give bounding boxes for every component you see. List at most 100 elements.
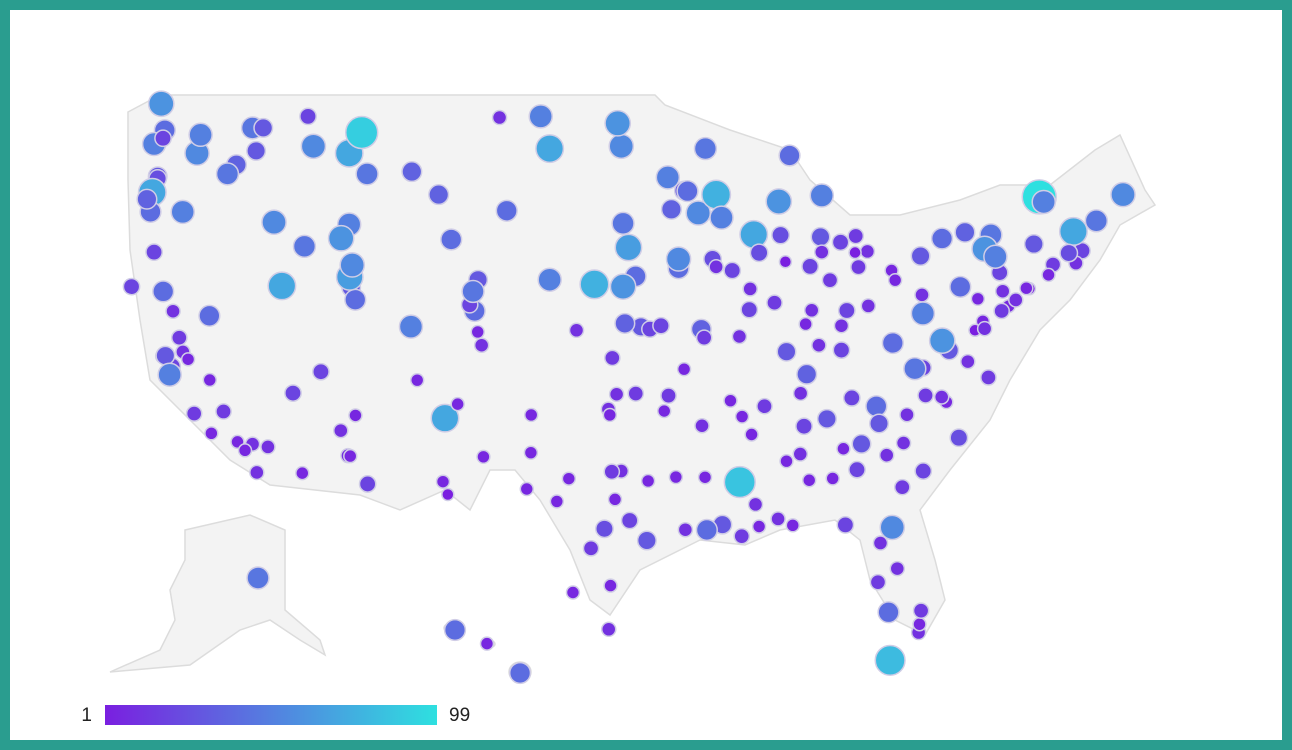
bubble — [443, 618, 467, 642]
bubble — [771, 225, 791, 245]
bubble — [602, 407, 618, 423]
bubble — [660, 198, 682, 220]
bubble — [300, 133, 327, 160]
bubble — [170, 199, 195, 225]
bubble — [261, 209, 287, 236]
bubble — [878, 447, 895, 463]
bubble — [428, 184, 450, 206]
bubble — [640, 473, 656, 489]
bubble — [810, 226, 831, 247]
bubble — [749, 243, 769, 263]
bubble — [798, 316, 813, 332]
bubble — [604, 349, 621, 367]
bubble — [914, 462, 933, 480]
bubble — [869, 573, 887, 591]
bubble — [152, 280, 175, 303]
bubble — [694, 417, 710, 434]
bubble — [549, 494, 565, 509]
bubble — [312, 362, 330, 381]
bubble — [523, 445, 539, 460]
bubble — [742, 281, 758, 297]
bubble — [949, 428, 969, 448]
bubble — [461, 279, 485, 304]
bubble — [796, 363, 818, 385]
bubble — [608, 133, 635, 160]
bubble — [881, 331, 904, 355]
bubble — [802, 473, 817, 488]
legend-max: 99 — [449, 705, 470, 726]
bubble — [603, 463, 621, 481]
bubble — [859, 243, 876, 260]
bubble — [171, 329, 188, 346]
bubble — [528, 104, 553, 129]
bubble — [877, 601, 900, 624]
bubble — [803, 302, 820, 319]
bubble — [809, 183, 835, 208]
bubble — [607, 492, 623, 507]
bubble — [816, 408, 837, 429]
legend-min: 1 — [81, 705, 92, 726]
bubble — [731, 328, 748, 345]
bubble — [299, 107, 317, 126]
bubble — [535, 134, 565, 164]
bubble — [215, 403, 232, 420]
bubble — [949, 275, 972, 298]
bubble — [237, 443, 253, 458]
bubble — [872, 535, 889, 551]
bubble — [676, 180, 699, 203]
bubble — [860, 298, 877, 314]
bubble — [668, 469, 684, 485]
bubble — [508, 661, 532, 685]
bubble — [865, 395, 888, 418]
bubble — [495, 199, 518, 222]
bubble — [1110, 181, 1136, 208]
bubble — [260, 439, 276, 455]
bubble — [887, 272, 903, 288]
bubble — [122, 277, 141, 296]
bubble — [295, 465, 310, 481]
bubble — [893, 478, 911, 496]
bubble — [770, 511, 786, 527]
bubble — [519, 481, 534, 497]
bubble — [198, 304, 221, 327]
bubble — [327, 224, 355, 252]
bubble — [1058, 216, 1088, 246]
bubble — [779, 453, 794, 469]
bubble — [1031, 189, 1056, 215]
bubbles — [122, 90, 1136, 685]
bubble — [954, 221, 976, 243]
bubble — [343, 448, 358, 464]
bubble — [910, 301, 936, 326]
bubble — [627, 385, 645, 402]
bubble — [851, 433, 872, 454]
bubble — [665, 246, 692, 272]
bubble — [912, 617, 927, 632]
bubble — [565, 585, 581, 600]
bubble — [903, 357, 927, 381]
bubble — [609, 273, 637, 300]
bubble — [895, 435, 912, 451]
bubble — [701, 179, 732, 210]
bubble — [339, 252, 366, 278]
bubble — [479, 636, 495, 651]
bubble — [747, 496, 764, 513]
bubble — [976, 320, 993, 337]
bubble — [832, 341, 851, 359]
bubble — [980, 369, 997, 386]
bubble — [660, 387, 677, 404]
bubble — [695, 518, 718, 542]
bubble — [537, 267, 562, 292]
bubble — [960, 353, 976, 370]
bubble — [344, 115, 379, 150]
bubble — [792, 385, 809, 402]
bubble — [579, 269, 610, 300]
bubble — [267, 271, 297, 301]
bubble — [188, 122, 213, 148]
bubble — [933, 389, 950, 405]
bubble — [604, 109, 632, 137]
bubble — [430, 403, 460, 433]
bubble — [695, 329, 713, 346]
bubble — [765, 188, 793, 215]
bubble — [914, 287, 930, 303]
